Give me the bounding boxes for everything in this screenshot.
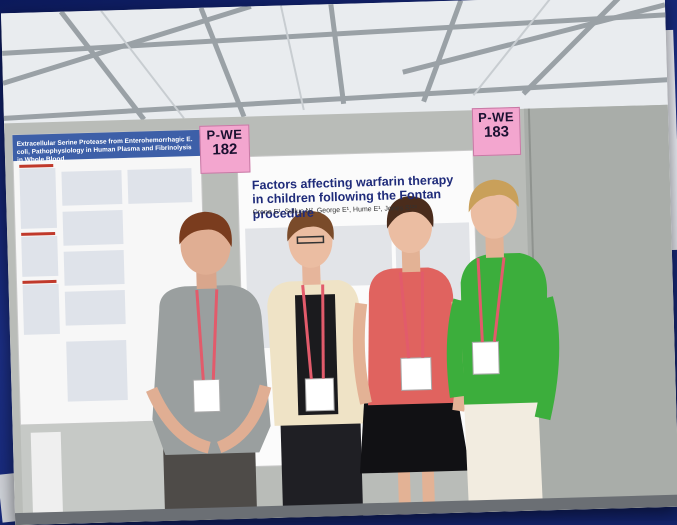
paper-note — [30, 431, 63, 513]
poster-left-header — [12, 129, 202, 162]
poster-left-title: Extracellular Serine Protease from Enter… — [16, 136, 193, 164]
wall-panel-right — [523, 104, 677, 511]
poster-number-sign-left: P-WE 182 — [199, 124, 251, 174]
floor — [14, 494, 677, 525]
sign-number: 183 — [483, 123, 510, 142]
person-1 — [146, 211, 272, 521]
person-2 — [267, 210, 365, 518]
person-4 — [446, 179, 560, 513]
poster-left-figures — [19, 167, 193, 402]
roof-frame — [1, 0, 668, 121]
sign-number: 182 — [212, 141, 238, 159]
poster-left-section-heads — [19, 163, 57, 284]
poster-number-sign-right: P-WE 183 — [471, 106, 522, 157]
roof-fabric-seams — [100, 0, 552, 119]
